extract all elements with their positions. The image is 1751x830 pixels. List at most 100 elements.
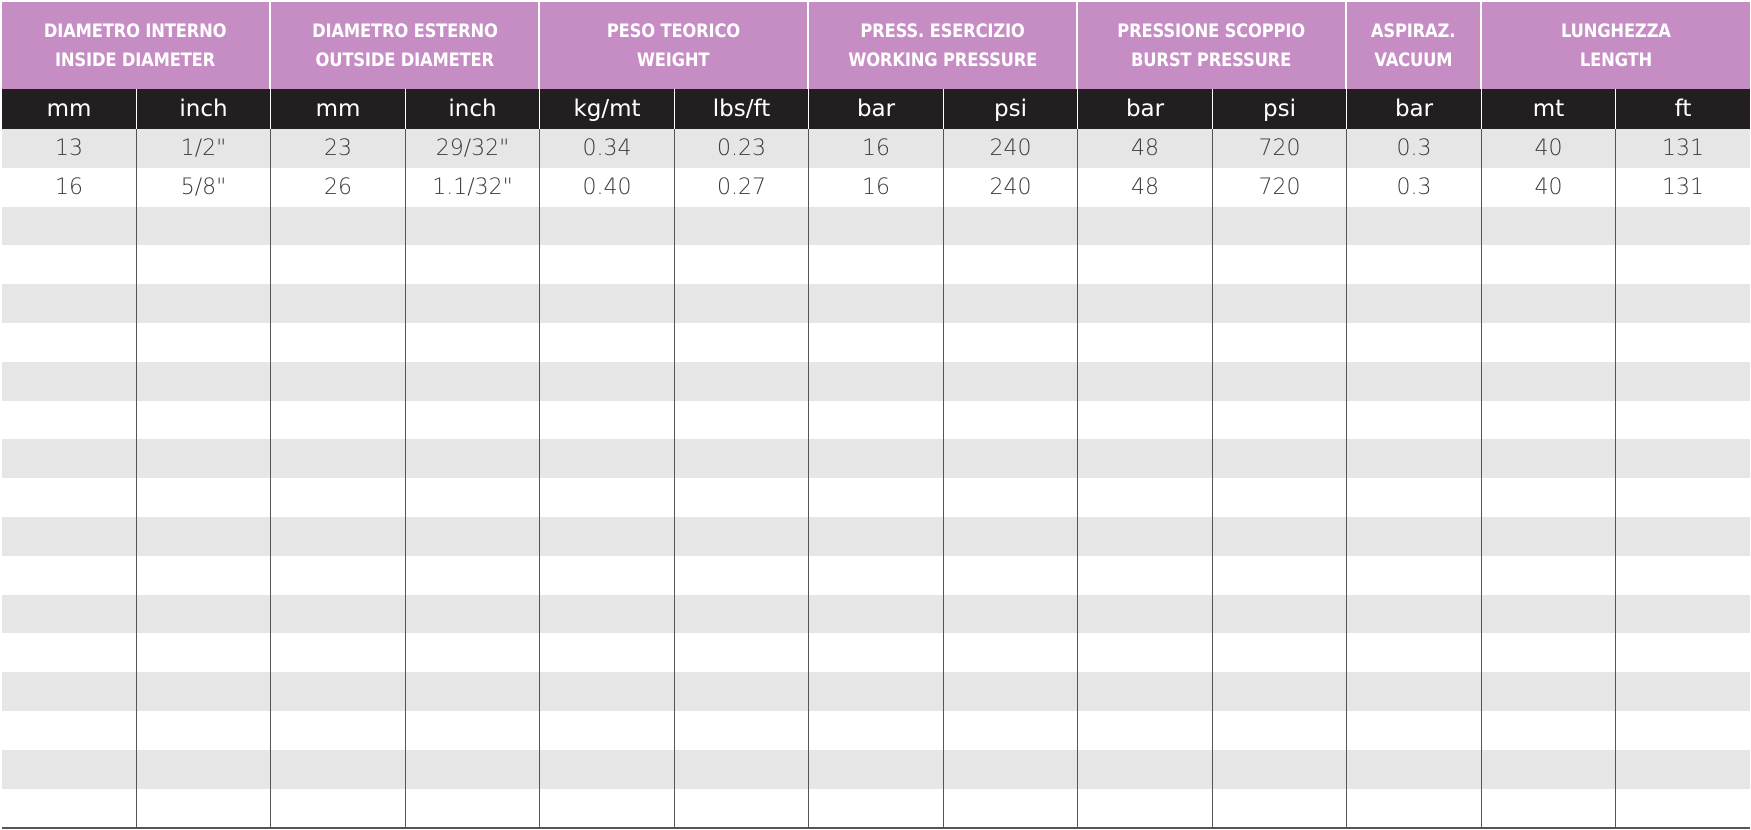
unit-header-cell: ft xyxy=(1616,89,1751,129)
table-cell xyxy=(540,478,676,517)
table-cell xyxy=(809,710,945,750)
table-row xyxy=(2,400,1751,440)
group-header-line-it: LUNGHEZZA xyxy=(1561,19,1671,42)
table-cell xyxy=(540,749,676,789)
unit-header-cell: mm xyxy=(2,89,137,129)
table-cell xyxy=(809,284,945,323)
unit-header-cell: mt xyxy=(1482,89,1617,129)
table-cell xyxy=(1213,400,1348,440)
table-cell xyxy=(406,439,541,479)
table-cell xyxy=(675,322,810,362)
table-row xyxy=(2,245,1751,285)
table-cell xyxy=(1482,594,1617,634)
table-cell xyxy=(1482,439,1617,479)
table-cell xyxy=(540,555,676,595)
table-cell xyxy=(809,478,945,517)
unit-header-cell: psi xyxy=(944,89,1079,129)
table-cell: 0.23 xyxy=(675,129,810,168)
table-cell xyxy=(1078,284,1214,323)
table-cell xyxy=(2,788,137,830)
table-cell xyxy=(1347,633,1483,673)
group-header-line-en: LENGTH xyxy=(1579,48,1653,71)
table-cell xyxy=(1347,206,1483,246)
table-cell xyxy=(1482,478,1617,517)
table-cell xyxy=(944,361,1079,401)
table-cell xyxy=(540,284,676,323)
table-cell xyxy=(944,555,1079,595)
table-cell xyxy=(2,245,137,285)
table-cell xyxy=(1347,245,1483,285)
table-cell xyxy=(1347,710,1483,750)
table-cell xyxy=(1616,633,1751,673)
table-cell xyxy=(271,478,406,517)
table-cell xyxy=(2,672,137,711)
group-header-working-pressure: PRESS. ESERCIZIO WORKING PRESSURE xyxy=(809,2,1079,89)
table-cell xyxy=(1616,206,1751,246)
table-cell xyxy=(540,361,676,401)
table-cell xyxy=(2,516,137,556)
group-header-line-it: PRESSIONE SCOPPIO xyxy=(1117,19,1306,42)
table-cell xyxy=(137,594,271,634)
table-cell xyxy=(2,284,137,323)
table-cell xyxy=(540,439,676,479)
table-cell xyxy=(271,206,406,246)
table-cell xyxy=(1078,322,1214,362)
table-row xyxy=(2,516,1751,556)
table-cell xyxy=(406,555,541,595)
table-row xyxy=(2,749,1751,789)
table-cell xyxy=(271,633,406,673)
table-cell xyxy=(1482,788,1617,830)
table-cell xyxy=(809,672,945,711)
table-cell: 16 xyxy=(809,167,945,207)
table-cell xyxy=(1616,749,1751,789)
table-cell xyxy=(675,206,810,246)
table-row xyxy=(2,206,1751,246)
table-cell xyxy=(137,672,271,711)
table-cell xyxy=(1213,478,1348,517)
table-cell xyxy=(675,710,810,750)
table-row: 13 1/2" 23 29/32" 0.34 0.23 16 240 48 720 0.3 40 131 xyxy=(2,129,1751,168)
table-cell xyxy=(406,516,541,556)
table-cell: 48 xyxy=(1078,167,1214,207)
table-cell xyxy=(137,710,271,750)
table-cell xyxy=(1078,672,1214,711)
table-cell xyxy=(137,361,271,401)
table-cell xyxy=(809,594,945,634)
table-cell xyxy=(137,439,271,479)
table-cell xyxy=(540,206,676,246)
table-cell xyxy=(944,672,1079,711)
table-cell xyxy=(1213,555,1348,595)
table-cell: 26 xyxy=(271,167,406,207)
table-cell xyxy=(540,710,676,750)
unit-header-cell: psi xyxy=(1213,89,1348,129)
table-row xyxy=(2,439,1751,479)
unit-header-cell: bar xyxy=(1347,89,1483,129)
table-cell xyxy=(540,245,676,285)
table-cell xyxy=(137,400,271,440)
group-header-burst-pressure: PRESSIONE SCOPPIO BURST PRESSURE xyxy=(1078,2,1348,89)
table-cell xyxy=(809,555,945,595)
table-cell xyxy=(271,361,406,401)
table-cell xyxy=(540,633,676,673)
unit-header-cell: mm xyxy=(271,89,406,129)
group-header-length: LUNGHEZZA LENGTH xyxy=(1482,2,1751,89)
table-cell xyxy=(540,788,676,830)
table-cell xyxy=(2,400,137,440)
table-cell xyxy=(406,245,541,285)
table-cell xyxy=(809,516,945,556)
unit-header-cell: bar xyxy=(809,89,945,129)
table-cell xyxy=(271,439,406,479)
table-cell xyxy=(1616,245,1751,285)
table-cell xyxy=(1482,400,1617,440)
table-row: 16 5/8" 26 1.1/32" 0.40 0.27 16 240 48 720 0.3 40 13… xyxy=(2,167,1751,207)
table-cell xyxy=(1078,710,1214,750)
table-cell xyxy=(944,516,1079,556)
table-cell: 240 xyxy=(944,129,1079,168)
table-cell xyxy=(675,245,810,285)
table-cell xyxy=(1347,361,1483,401)
table-cell: 40 xyxy=(1482,129,1617,168)
table-row xyxy=(2,710,1751,750)
table-cell xyxy=(1482,361,1617,401)
table-cell xyxy=(2,749,137,789)
table-cell xyxy=(1213,633,1348,673)
